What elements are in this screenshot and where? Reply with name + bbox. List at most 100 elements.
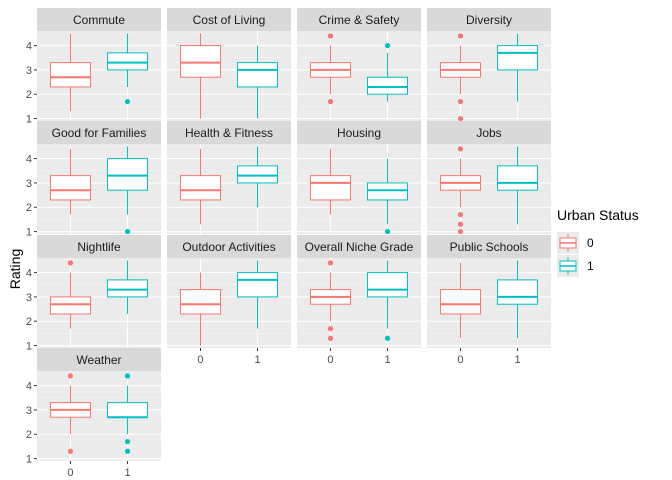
y-axis-title: Rating xyxy=(4,249,26,289)
box-iqr xyxy=(107,52,149,71)
box-iqr xyxy=(497,165,539,191)
x-tick-label: 1 xyxy=(124,467,130,479)
box-crime-safety-1 xyxy=(367,42,409,102)
outlier-point xyxy=(384,335,391,341)
facet-strip-cost-of-living xyxy=(167,8,291,31)
box-iqr xyxy=(107,402,149,418)
box-good-for-families-0 xyxy=(49,148,91,215)
outlier-point xyxy=(67,373,74,379)
facet-strip-commute xyxy=(37,8,161,31)
box-outdoor-activities-1 xyxy=(237,260,279,329)
box-iqr xyxy=(49,62,91,88)
box-iqr xyxy=(367,272,409,298)
box-housing-1 xyxy=(367,158,409,235)
box-health-fitness-0 xyxy=(179,148,221,225)
box-weather-1 xyxy=(107,373,149,454)
facet-overall-niche-grade: Overall Niche Grade 0 1 xyxy=(297,235,421,366)
facet-strip-label-housing: Housing xyxy=(337,126,381,140)
outlier-point xyxy=(327,98,334,105)
facet-strip-label-public-schools: Public Schools xyxy=(450,240,529,254)
outlier-point xyxy=(124,228,131,235)
outlier-point xyxy=(327,260,334,266)
box-commute-0 xyxy=(49,33,91,112)
box-housing-0 xyxy=(309,148,351,215)
box-overall-niche-grade-1 xyxy=(367,260,409,341)
box-iqr xyxy=(49,296,91,315)
box-crime-safety-0 xyxy=(309,33,351,105)
outlier-point xyxy=(124,448,131,454)
facet-strip-label-overall-niche-grade: Overall Niche Grade xyxy=(305,240,414,254)
legend-label-0: 0 xyxy=(587,236,594,250)
box-jobs-0 xyxy=(439,146,481,235)
x-tick-label: 1 xyxy=(514,354,520,366)
y-tick-label: 1 xyxy=(26,114,32,126)
box-cost-of-living-0 xyxy=(179,33,221,119)
box-iqr xyxy=(179,175,221,201)
facet-strip-overall-niche-grade xyxy=(297,235,421,258)
facet-jobs: Jobs xyxy=(427,121,551,235)
outlier-point xyxy=(327,33,334,39)
y-tick-label: 1 xyxy=(26,227,32,239)
box-nightlife-1 xyxy=(107,260,149,314)
facet-strip-label-good-for-families: Good for Families xyxy=(52,126,147,140)
y-tick-label: 2 xyxy=(26,202,32,214)
facet-strip-public-schools xyxy=(427,235,551,258)
outlier-point xyxy=(457,115,464,122)
facet-strip-good-for-families xyxy=(37,121,161,144)
facet-weather: Weather 1 2 3 4 0 1 xyxy=(26,348,161,479)
x-tick-label: 0 xyxy=(457,354,463,366)
box-iqr xyxy=(107,158,149,191)
facet-crime-safety: Crime & Safety xyxy=(297,8,421,121)
facet-strip-label-health-fitness: Health & Fitness xyxy=(185,126,273,140)
facet-strip-label-diversity: Diversity xyxy=(466,13,512,27)
facet-strip-outdoor-activities xyxy=(167,235,291,258)
box-overall-niche-grade-0 xyxy=(309,260,351,341)
x-tick-label: 0 xyxy=(327,354,333,366)
box-iqr xyxy=(497,45,539,71)
box-good-for-families-1 xyxy=(107,146,149,235)
outlier-point xyxy=(124,438,131,445)
outlier-point xyxy=(124,373,131,379)
outlier-point xyxy=(327,335,334,341)
facet-strip-diversity xyxy=(427,8,551,31)
outlier-point xyxy=(457,98,464,105)
outlier-point xyxy=(457,146,464,152)
outlier-point xyxy=(384,228,391,235)
y-tick-label: 2 xyxy=(26,429,32,441)
y-tick-label: 1 xyxy=(26,341,32,353)
box-iqr xyxy=(237,272,279,298)
box-commute-1 xyxy=(107,33,149,105)
facet-health-fitness: Health & Fitness xyxy=(167,121,291,234)
outlier-point xyxy=(124,98,131,105)
facet-outdoor-activities: Outdoor Activities 0 1 xyxy=(167,235,291,366)
x-tick-label: 1 xyxy=(254,354,260,366)
legend-key-0 xyxy=(557,232,579,254)
box-iqr xyxy=(367,76,409,95)
box-iqr xyxy=(367,182,409,201)
facet-nightlife: Nightlife 1 2 3 4 xyxy=(26,235,161,353)
x-tick-label: 0 xyxy=(67,467,73,479)
box-jobs-1 xyxy=(497,146,539,225)
box-diversity-1 xyxy=(497,33,539,102)
legend-title: Urban Status xyxy=(557,207,639,223)
box-diversity-0 xyxy=(439,33,481,122)
outlier-point xyxy=(67,260,74,266)
outlier-point xyxy=(327,325,334,332)
facet-strip-crime-safety xyxy=(297,8,421,31)
y-tick-label: 4 xyxy=(26,268,32,280)
x-tick-label: 0 xyxy=(197,354,203,366)
box-iqr xyxy=(179,45,221,78)
y-tick-label: 1 xyxy=(26,454,32,466)
facet-housing: Housing xyxy=(297,121,421,235)
facet-strip-nightlife xyxy=(37,235,161,258)
box-iqr xyxy=(237,165,279,184)
facet-diversity: Diversity xyxy=(427,8,551,122)
facet-strip-label-commute: Commute xyxy=(73,13,125,27)
facet-strip-label-outdoor-activities: Outdoor Activities xyxy=(182,240,275,254)
box-public-schools-0 xyxy=(439,262,481,339)
facet-strip-weather xyxy=(37,348,161,371)
box-iqr xyxy=(49,175,91,201)
legend-label-1: 1 xyxy=(587,259,594,273)
box-iqr xyxy=(309,175,351,201)
